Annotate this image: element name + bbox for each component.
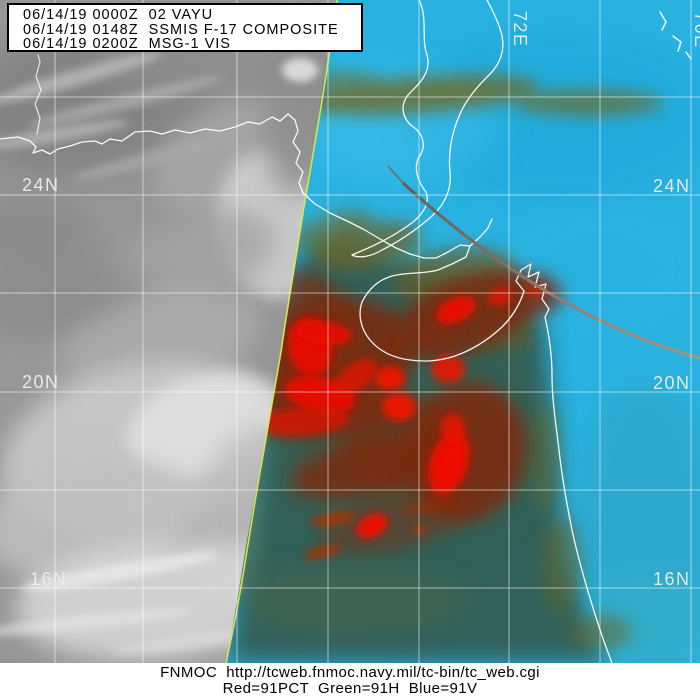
footer-source-url: FNMOC http://tcweb.fnmoc.navy.mil/tc-bin… [160, 664, 540, 681]
lat-label-20n-left: 20N [22, 372, 60, 392]
lon-label-76e-partial: 76E [691, 12, 700, 49]
lat-label-20n-right: 20N [653, 373, 691, 393]
title-line-microwave: 06/14/19 0148Z SSMIS F-17 COMPOSITE [23, 21, 339, 38]
lat-label-16n-left: 16N [30, 569, 68, 589]
lon-label-72e: 72E [510, 11, 530, 48]
satellite-map: 24N 20N 16N 24N 20N 16N 72E 76E 06/14/19… [0, 0, 700, 663]
product-title-box: 06/14/19 0000Z 02 VAYU 06/14/19 0148Z SS… [7, 3, 363, 52]
lat-label-24n-left: 24N [22, 175, 60, 195]
footer-channel-key: Red=91PCT Green=91H Blue=91V [222, 680, 478, 697]
lat-label-24n-right: 24N [653, 176, 691, 196]
lat-label-16n-right: 16N [653, 569, 691, 589]
title-line-visible: 06/14/19 0200Z MSG-1 VIS [23, 36, 231, 52]
satellite-composite-image [0, 0, 700, 663]
footer-caption: FNMOC http://tcweb.fnmoc.navy.mil/tc-bin… [0, 663, 700, 700]
title-line-storm: 06/14/19 0000Z 02 VAYU [23, 7, 214, 23]
